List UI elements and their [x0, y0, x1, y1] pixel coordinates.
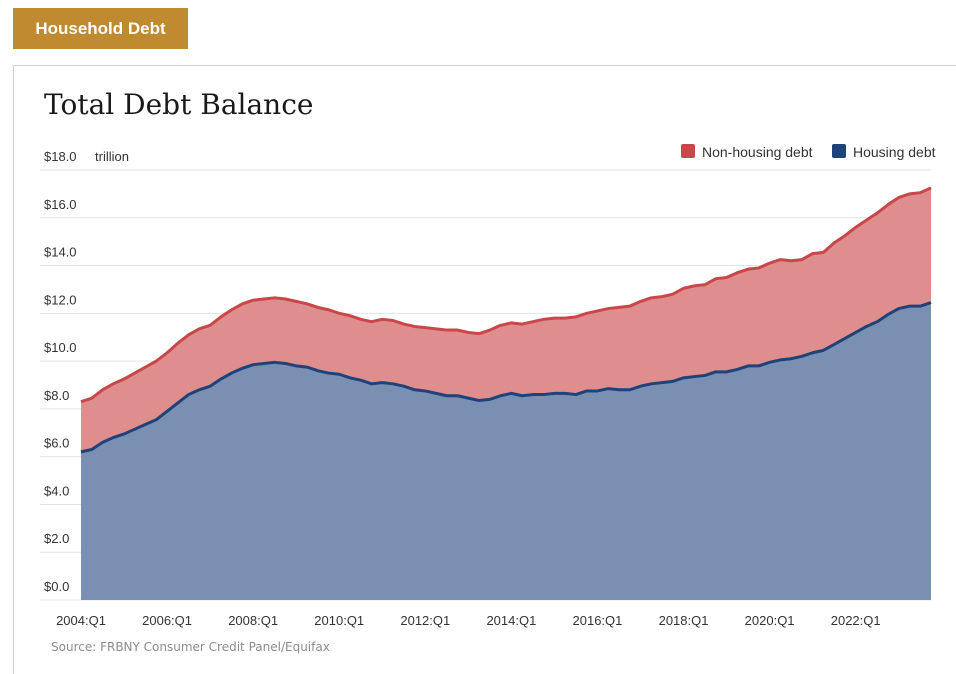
legend-swatch-housing — [832, 144, 846, 158]
x-tick-label: 2018:Q1 — [659, 613, 709, 628]
y-tick-label: $0.0 — [44, 579, 69, 594]
x-tick-label: 2016:Q1 — [573, 613, 623, 628]
legend-swatch-non-housing — [681, 144, 695, 158]
y-tick-label: $6.0 — [44, 436, 69, 451]
chart-panel — [13, 65, 956, 674]
y-tick-label: $4.0 — [44, 483, 69, 498]
y-tick-label: $16.0 — [44, 197, 77, 212]
x-tick-label: 2008:Q1 — [228, 613, 278, 628]
y-tick-label: $2.0 — [44, 531, 69, 546]
x-tick-label: 2010:Q1 — [314, 613, 364, 628]
y-tick-label: $12.0 — [44, 292, 77, 307]
y-tick-label: $8.0 — [44, 388, 69, 403]
x-tick-label: 2006:Q1 — [142, 613, 192, 628]
legend-label-non-housing: Non-housing debt — [702, 144, 813, 160]
section-tag: Household Debt — [13, 8, 188, 49]
line-non-housing-debt — [80, 186, 932, 404]
chart-title: Total Debt Balance — [44, 88, 314, 121]
x-axis-ticks: 2004:Q1 2006:Q1 2008:Q1 2010:Q1 2012:Q1 2014:… — [56, 613, 881, 628]
legend: Non-housing debt Housing debt — [681, 144, 936, 160]
x-tick-label: 2020:Q1 — [745, 613, 795, 628]
x-tick-label: 2012:Q1 — [400, 613, 450, 628]
y-tick-label: $10.0 — [44, 340, 77, 355]
legend-label-housing: Housing debt — [853, 144, 936, 160]
y-tick-label: $14.0 — [44, 245, 77, 260]
x-tick-label: 2004:Q1 — [56, 613, 106, 628]
unit-label: trillion — [95, 149, 129, 164]
x-tick-label: 2014:Q1 — [486, 613, 536, 628]
area-housing-debt — [81, 302, 931, 600]
source-note: Source: FRBNY Consumer Credit Panel/Equi… — [51, 640, 330, 654]
line-housing-debt — [80, 301, 932, 454]
y-tick-label: $18.0 — [44, 149, 77, 164]
x-tick-label: 2022:Q1 — [831, 613, 881, 628]
y-axis-ticks: $0.0 $2.0 $4.0 $6.0 $8.0 $10.0 $12.0 $14.0 $16.0… — [44, 149, 77, 594]
